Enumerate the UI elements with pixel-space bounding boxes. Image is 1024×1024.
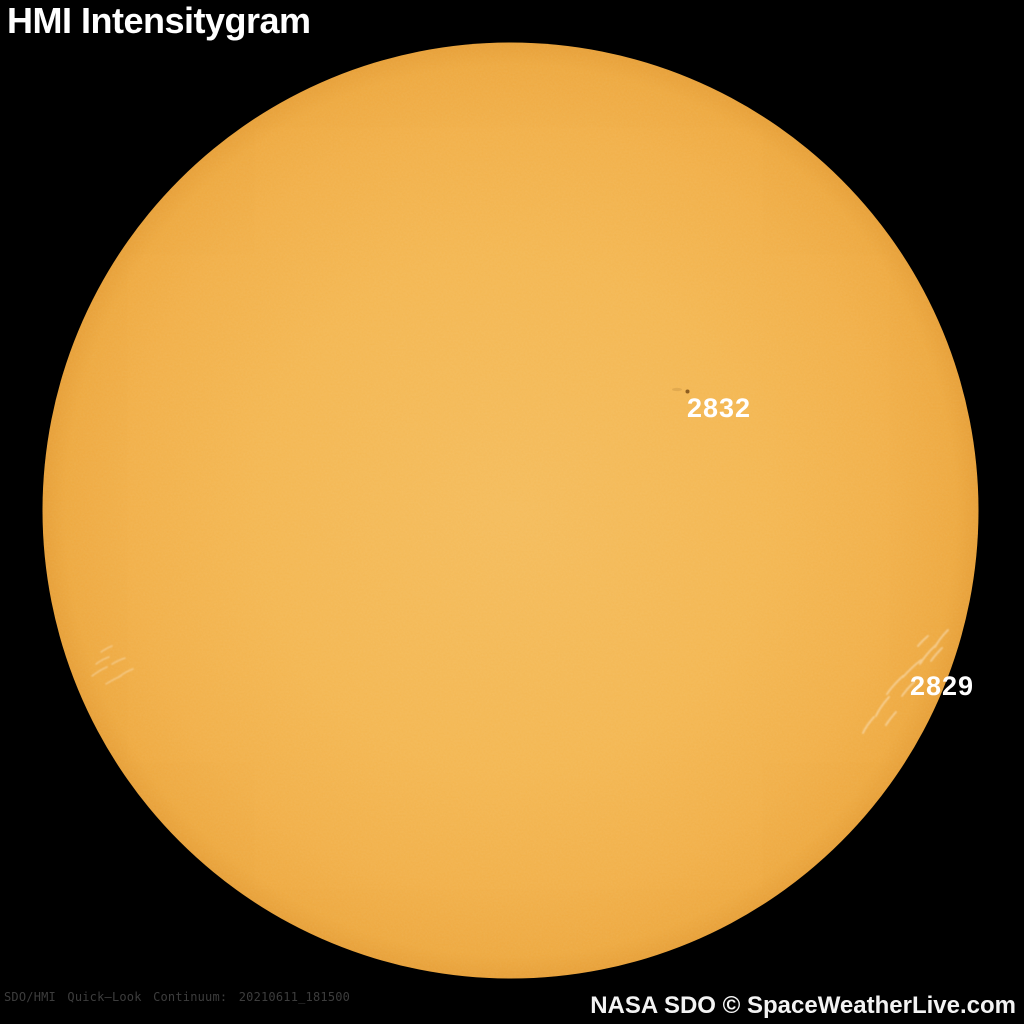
active-region-label-2829: 2829 [910, 671, 975, 701]
active-region-label-2832: 2832 [687, 393, 752, 423]
faculae-left-limb [91, 645, 134, 685]
credit-text: NASA SDO © SpaceWeatherLive.com [590, 992, 1016, 1019]
faculae-right-limb [862, 629, 949, 734]
instrument-timestamp-caption: SDO/HMI Quick–Look Continuum: 20210611_1… [4, 990, 351, 1004]
page-title: HMI Intensitygram [7, 0, 311, 41]
sunspot-2832 [672, 387, 690, 394]
